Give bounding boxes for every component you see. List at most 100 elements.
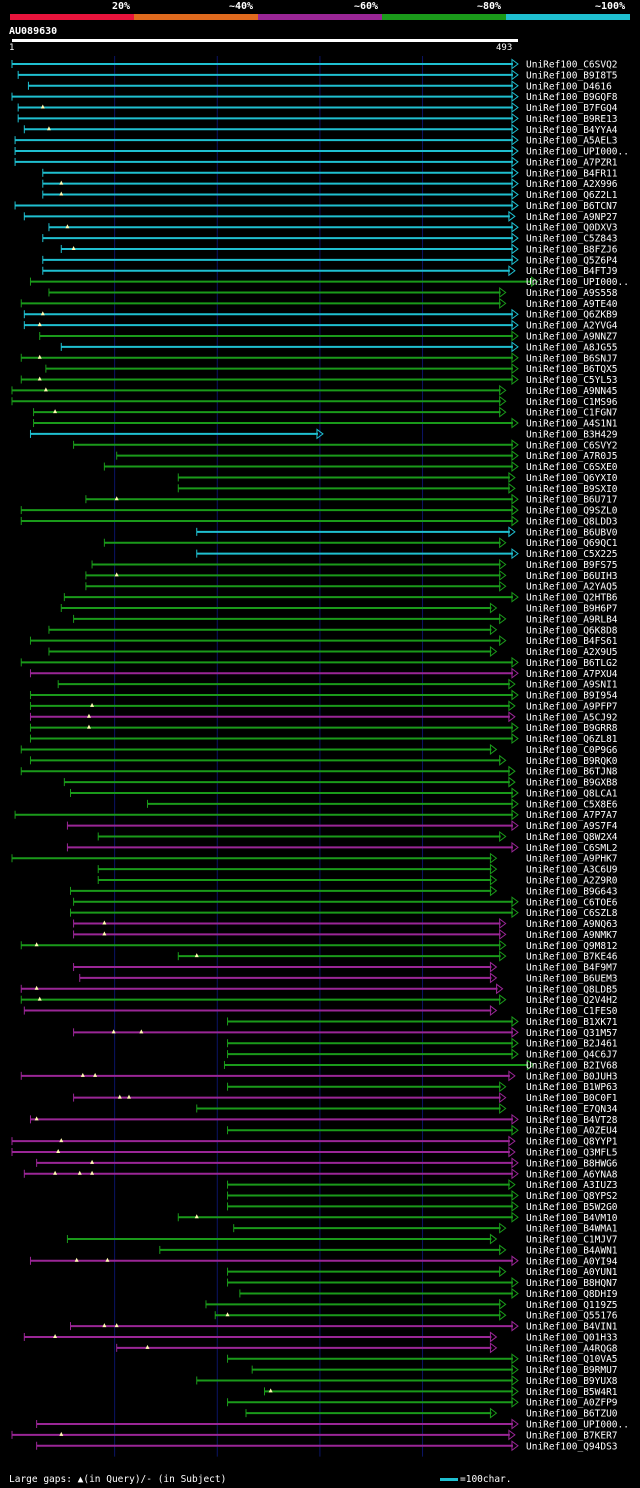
hit-name-label[interactable]: UniRef100_B9SXI0 <box>526 484 618 495</box>
hit-name-label[interactable]: UniRef100_Q119Z5 <box>526 1300 618 1311</box>
hit-row[interactable]: UniRef100_A0YUN1 <box>227 1266 618 1278</box>
hit-row[interactable]: UniRef100_A9PFP7 <box>29 700 618 712</box>
hit-name-label[interactable]: UniRef100_B6TQX5 <box>526 364 618 375</box>
hit-name-label[interactable]: UniRef100_B4VM10 <box>526 1213 618 1224</box>
hit-row[interactable]: UniRef100_B5W4R1 <box>263 1385 618 1398</box>
hit-name-label[interactable]: UniRef100_B5W4R1 <box>526 1387 618 1398</box>
hit-name-label[interactable]: UniRef100_B8FZJ6 <box>526 244 618 255</box>
hit-name-label[interactable]: UniRef100_B9RQK0 <box>526 756 618 767</box>
hit-name-label[interactable]: UniRef100_A2X996 <box>526 179 618 190</box>
hit-row[interactable]: UniRef100_A6YNA8 <box>23 1168 618 1180</box>
hit-row[interactable]: UniRef100_B8HQN7 <box>227 1277 618 1289</box>
hit-row[interactable]: UniRef100_Q8DHI9 <box>239 1287 618 1300</box>
hit-name-label[interactable]: UniRef100_B9RMU7 <box>526 1365 618 1376</box>
hit-name-label[interactable]: UniRef100_A2YAQ5 <box>526 582 618 593</box>
hit-name-label[interactable]: UniRef100_A2X9U5 <box>526 647 618 658</box>
hit-name-label[interactable]: UniRef100_B4FTJ9 <box>526 266 618 277</box>
hit-row[interactable]: UniRef100_Q8YYP1 <box>11 1135 618 1148</box>
hit-name-label[interactable]: UniRef100_B5W2G0 <box>526 1202 618 1213</box>
hit-row[interactable]: UniRef100_B4FS61 <box>29 635 618 647</box>
hit-row[interactable]: UniRef100_B6SNJ7 <box>20 352 618 364</box>
hit-name-label[interactable]: UniRef100_B4VIN1 <box>526 1322 618 1333</box>
hit-row[interactable]: UniRef100_C1MS96 <box>11 395 618 408</box>
hit-row[interactable]: UniRef100_B7KER7 <box>11 1429 618 1441</box>
hit-row[interactable]: UniRef100_A2YAQ5 <box>85 580 618 593</box>
hit-row[interactable]: UniRef100_C6SML2 <box>66 841 618 854</box>
hit-name-label[interactable]: UniRef100_Q10VA5 <box>526 1354 618 1365</box>
hit-row[interactable]: UniRef100_B6UEM3 <box>79 972 618 984</box>
hit-name-label[interactable]: UniRef100_A4RQG8 <box>526 1343 618 1354</box>
hit-name-label[interactable]: UniRef100_Q8LCA1 <box>526 788 618 799</box>
hit-row[interactable]: UniRef100_A9S558 <box>48 286 618 299</box>
hit-row[interactable]: UniRef100_C6SZL8 <box>70 907 618 919</box>
hit-name-label[interactable]: UniRef100_Q9M812 <box>526 941 618 952</box>
hit-row[interactable]: UniRef100_B9RQK0 <box>29 754 618 767</box>
hit-row[interactable]: UniRef100_Q55176 <box>214 1309 618 1322</box>
hit-row[interactable]: UniRef100_B1XK71 <box>227 1015 618 1028</box>
hit-name-label[interactable]: UniRef100_C1FES0 <box>526 1006 618 1017</box>
hit-name-label[interactable]: UniRef100_C6SVQ2 <box>526 60 618 71</box>
hit-name-label[interactable]: UniRef100_C6TOE6 <box>526 897 618 908</box>
hit-name-label[interactable]: UniRef100_A0ZFP9 <box>526 1398 618 1409</box>
hit-row[interactable]: UniRef100_B9GXB8 <box>63 776 618 789</box>
hit-name-label[interactable]: UniRef100_A9PFP7 <box>526 701 618 712</box>
hit-name-label[interactable]: UniRef100_A9TE40 <box>526 299 618 310</box>
hit-name-label[interactable]: UniRef100_Q8LDB5 <box>526 984 618 995</box>
hit-name-label[interactable]: UniRef100_Q4C6J7 <box>526 1050 618 1061</box>
hit-row[interactable]: UniRef100_A2X996 <box>42 178 618 190</box>
hit-row[interactable]: UniRef100_A7R0J5 <box>116 450 618 462</box>
hit-row[interactable]: UniRef100_C6SVQ2 <box>11 58 618 71</box>
hit-name-label[interactable]: UniRef100_B8HWG6 <box>526 1158 618 1169</box>
hit-row[interactable]: UniRef100_Q6Z2L1 <box>42 189 618 201</box>
hit-row[interactable]: UniRef100_B9I954 <box>29 689 618 702</box>
hit-row[interactable]: UniRef100_C0P9G6 <box>20 743 618 756</box>
hit-name-label[interactable]: UniRef100_B6SNJ7 <box>526 353 618 364</box>
hit-row[interactable]: UniRef100_B4VT28 <box>29 1113 618 1126</box>
hit-row[interactable]: UniRef100_B6TQX5 <box>45 363 618 375</box>
hit-name-label[interactable]: UniRef100_B1XK71 <box>526 1017 618 1028</box>
hit-row[interactable]: UniRef100_B6TJN8 <box>20 765 618 778</box>
hit-name-label[interactable]: UniRef100_A9S7F4 <box>526 821 618 832</box>
hit-name-label[interactable]: UniRef100_Q8W2X4 <box>526 832 618 843</box>
hit-row[interactable]: UniRef100_Q2HTB6 <box>63 591 618 604</box>
hit-row[interactable]: UniRef100_A0ZFP9 <box>227 1396 618 1409</box>
hit-row[interactable]: UniRef100_C5X8E6 <box>146 798 618 810</box>
hit-row[interactable]: UniRef100_B9RMU7 <box>251 1364 618 1376</box>
hit-name-label[interactable]: UniRef100_A9SNI1 <box>526 680 618 691</box>
hit-row[interactable]: UniRef100_B4VIN1 <box>70 1320 618 1333</box>
hit-row[interactable]: UniRef100_E7QN34 <box>196 1102 618 1115</box>
hit-row[interactable]: UniRef100_B9G643 <box>70 885 618 897</box>
hit-row[interactable]: UniRef100_A9SNI1 <box>57 678 618 691</box>
hit-name-label[interactable]: UniRef100_A0YUN1 <box>526 1267 618 1278</box>
hit-row[interactable]: UniRef100_C6TOE6 <box>73 896 618 908</box>
hit-row[interactable]: UniRef100_B0JUH3 <box>20 1070 618 1082</box>
hit-name-label[interactable]: UniRef100_A2YVG4 <box>526 321 618 332</box>
hit-row[interactable]: UniRef100_B9GQF8 <box>11 91 618 103</box>
hit-row[interactable]: UniRef100_Q8LDD3 <box>20 515 618 527</box>
hit-name-label[interactable]: UniRef100_Q6YXI0 <box>526 473 618 484</box>
hit-name-label[interactable]: UniRef100_B9I8T5 <box>526 70 618 81</box>
hit-name-label[interactable]: UniRef100_A9RLB4 <box>526 614 618 625</box>
hit-row[interactable]: UniRef100_B9YUX8 <box>196 1374 618 1387</box>
hit-name-label[interactable]: UniRef100_UPI000.. <box>526 147 629 158</box>
hit-name-label[interactable]: UniRef100_A5CJ92 <box>526 712 618 723</box>
hit-row[interactable]: UniRef100_B4FTJ9 <box>42 265 618 277</box>
hit-row[interactable]: UniRef100_A9S7F4 <box>66 820 618 832</box>
hit-name-label[interactable]: UniRef100_B7KER7 <box>526 1430 618 1441</box>
hit-row[interactable]: UniRef100_Q94DS3 <box>36 1440 618 1452</box>
hit-row[interactable]: UniRef100_B6UIH3 <box>85 569 618 582</box>
hit-name-label[interactable]: UniRef100_Q6K8D8 <box>526 625 618 636</box>
hit-row[interactable]: UniRef100_C5YL53 <box>20 374 618 386</box>
hit-row[interactable]: UniRef100_B6U717 <box>85 493 618 506</box>
hit-name-label[interactable]: UniRef100_C1MJV7 <box>526 1235 618 1246</box>
hit-row[interactable]: UniRef100_Q69QC1 <box>103 537 618 549</box>
hit-name-label[interactable]: UniRef100_B0C0F1 <box>526 1093 618 1104</box>
hit-name-label[interactable]: UniRef100_Q3MFL5 <box>526 1148 618 1159</box>
hit-row[interactable]: UniRef100_B4WMA1 <box>233 1222 618 1235</box>
hit-row[interactable]: UniRef100_A7P7A7 <box>14 809 618 821</box>
hit-name-label[interactable]: UniRef100_A0YI94 <box>526 1256 618 1267</box>
hit-row[interactable]: UniRef100_B1WP63 <box>227 1081 618 1093</box>
hit-name-label[interactable]: UniRef100_B9H6P7 <box>526 604 618 615</box>
hit-row[interactable]: UniRef100_B4FR11 <box>42 167 618 179</box>
hit-row[interactable]: UniRef100_Q6ZKB9 <box>23 308 618 321</box>
